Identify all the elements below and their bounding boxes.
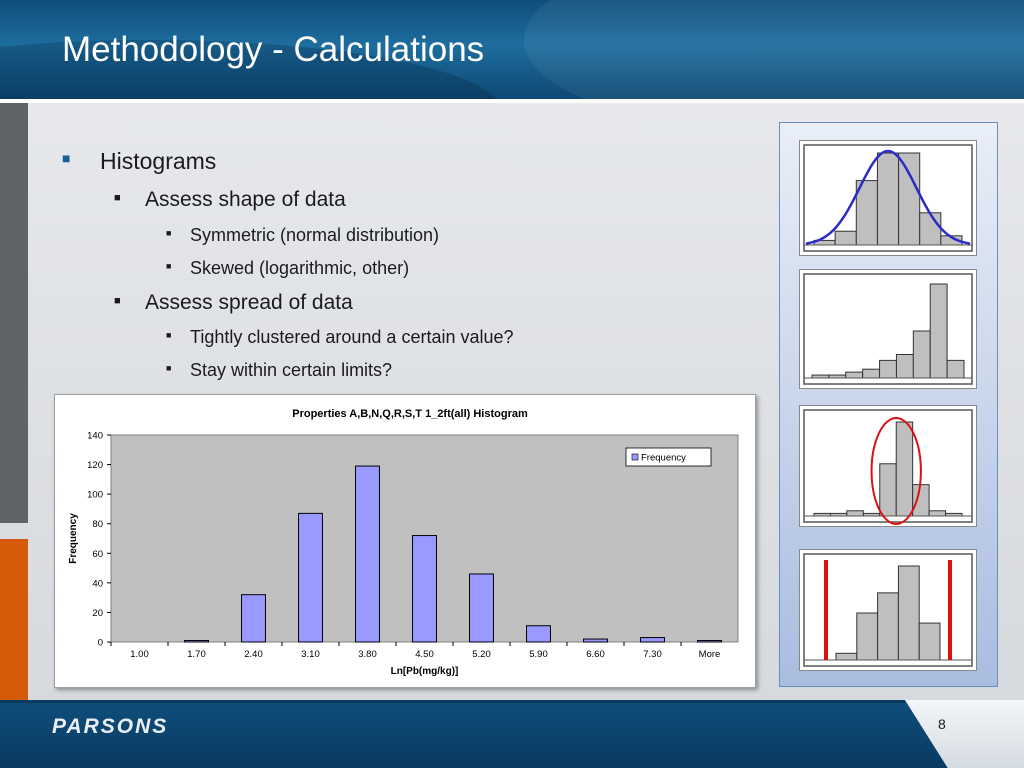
y-tick-label: 20 bbox=[92, 608, 103, 619]
y-tick-label: 80 bbox=[92, 519, 103, 530]
y-tick-label: 60 bbox=[92, 549, 103, 560]
square-bullet-icon: ■ bbox=[114, 295, 121, 307]
thumbnail-skewed bbox=[799, 269, 977, 389]
thumb-bar bbox=[918, 622, 941, 661]
bullet-text: Skewed (logarithmic, other) bbox=[190, 258, 410, 278]
slide-header: Methodology - Calculations bbox=[0, 0, 1024, 100]
thumb-bar bbox=[876, 152, 900, 246]
square-bullet-icon: ■ bbox=[114, 192, 121, 204]
histogram-bar bbox=[184, 640, 209, 643]
normal-curve-overlay bbox=[805, 149, 971, 245]
histogram-bar bbox=[412, 535, 437, 643]
histogram-bar bbox=[241, 594, 266, 643]
histogram-bar bbox=[583, 638, 608, 643]
square-bullet-icon: ■ bbox=[166, 261, 172, 271]
thumb-bar bbox=[895, 421, 914, 517]
chart-legend bbox=[625, 447, 712, 467]
x-tick-label: 6.60 bbox=[586, 649, 605, 660]
page-number: 8 bbox=[938, 716, 946, 732]
thumb-bar bbox=[877, 592, 899, 661]
y-tick-label: 40 bbox=[92, 578, 103, 589]
histogram-bar bbox=[697, 640, 722, 643]
histogram-bar bbox=[469, 573, 494, 643]
thumb-bar bbox=[834, 230, 857, 246]
thumb-bar bbox=[856, 612, 879, 661]
thumbnail-histogram bbox=[803, 273, 973, 385]
thumbnail-limits bbox=[799, 549, 977, 671]
page-number-tab-fill bbox=[905, 700, 1024, 768]
left-accent-gap bbox=[0, 523, 28, 539]
y-axis-label: Frequency bbox=[68, 513, 79, 564]
square-bullet-icon: ■ bbox=[166, 228, 172, 238]
thumbnail-histogram bbox=[803, 409, 973, 525]
square-bullet-icon: ■ bbox=[166, 363, 172, 373]
legend-swatch bbox=[631, 453, 639, 461]
thumb-bar bbox=[912, 330, 931, 379]
y-tick-label: 120 bbox=[87, 460, 103, 471]
x-tick-label: 5.20 bbox=[472, 649, 491, 660]
left-accent-bar bbox=[0, 103, 28, 523]
y-tick-label: 100 bbox=[87, 490, 103, 501]
thumb-bar bbox=[946, 359, 965, 379]
square-bullet-icon: ■ bbox=[62, 150, 71, 166]
thumb-bar bbox=[912, 484, 930, 517]
left-accent-bar-orange bbox=[0, 539, 28, 702]
x-tick-label: 1.00 bbox=[130, 649, 149, 660]
thumb-bar bbox=[879, 463, 897, 517]
square-bullet-icon: ■ bbox=[166, 330, 172, 340]
bullet-text: Tightly clustered around a certain value… bbox=[190, 327, 514, 347]
bullet-text: Histograms bbox=[100, 148, 217, 174]
histogram-chart-frame: Properties A,B,N,Q,R,S,T 1_2ft(all) Hist… bbox=[54, 394, 756, 688]
thumb-bar bbox=[895, 354, 914, 379]
footer-divider bbox=[0, 700, 1024, 703]
x-axis-label: Ln[Pb(mg/kg)] bbox=[391, 666, 459, 677]
thumb-bar bbox=[846, 510, 864, 517]
x-tick-label: 3.80 bbox=[358, 649, 377, 660]
thumb-bar bbox=[919, 212, 942, 246]
bullet-text: Symmetric (normal distribution) bbox=[190, 225, 440, 245]
bullet-text: Stay within certain limits? bbox=[190, 360, 393, 380]
x-tick-label: 7.30 bbox=[643, 649, 662, 660]
thumbnail-histogram bbox=[803, 144, 973, 252]
page-number-tab bbox=[905, 700, 1024, 768]
thumbnail-panel bbox=[779, 122, 998, 687]
x-tick-label: 5.90 bbox=[529, 649, 548, 660]
x-tick-label: More bbox=[699, 649, 721, 660]
thumbnail-histogram bbox=[803, 553, 973, 667]
thumb-bar bbox=[898, 152, 921, 246]
slide-footer: PARSONS bbox=[0, 700, 1024, 768]
histogram-bar bbox=[640, 637, 665, 643]
bullet-text: Assess spread of data bbox=[145, 291, 353, 314]
x-tick-label: 2.40 bbox=[244, 649, 263, 660]
thumb-bar bbox=[897, 565, 920, 661]
thumb-bar bbox=[879, 359, 897, 379]
x-tick-label: 3.10 bbox=[301, 649, 320, 660]
header-decoration bbox=[524, 0, 1024, 100]
slide-title: Methodology - Calculations bbox=[62, 30, 485, 69]
thumbnail-clustered bbox=[799, 405, 977, 527]
y-tick-label: 140 bbox=[87, 431, 103, 442]
thumb-bar bbox=[929, 283, 948, 379]
bullet-text: Assess shape of data bbox=[145, 188, 346, 211]
histogram-bar bbox=[526, 625, 551, 643]
header-divider bbox=[0, 99, 1024, 103]
y-tick-label: 0 bbox=[98, 638, 103, 649]
legend-label: Frequency bbox=[641, 453, 686, 464]
x-tick-label: 4.50 bbox=[415, 649, 434, 660]
x-tick-label: 1.70 bbox=[187, 649, 206, 660]
thumb-bar bbox=[862, 368, 881, 379]
highlight-ellipse bbox=[870, 417, 922, 525]
chart-title: Properties A,B,N,Q,R,S,T 1_2ft(all) Hist… bbox=[292, 408, 528, 420]
parsons-logo: PARSONS bbox=[52, 715, 169, 738]
thumb-bar bbox=[835, 652, 858, 661]
thumbnail-normal bbox=[799, 140, 977, 256]
histogram-chart: Properties A,B,N,Q,R,S,T 1_2ft(all) Hist… bbox=[68, 408, 739, 677]
thumb-bar bbox=[845, 371, 864, 379]
thumb-bar bbox=[928, 510, 947, 517]
histogram-bar bbox=[355, 465, 380, 643]
histogram-bar bbox=[298, 512, 323, 643]
